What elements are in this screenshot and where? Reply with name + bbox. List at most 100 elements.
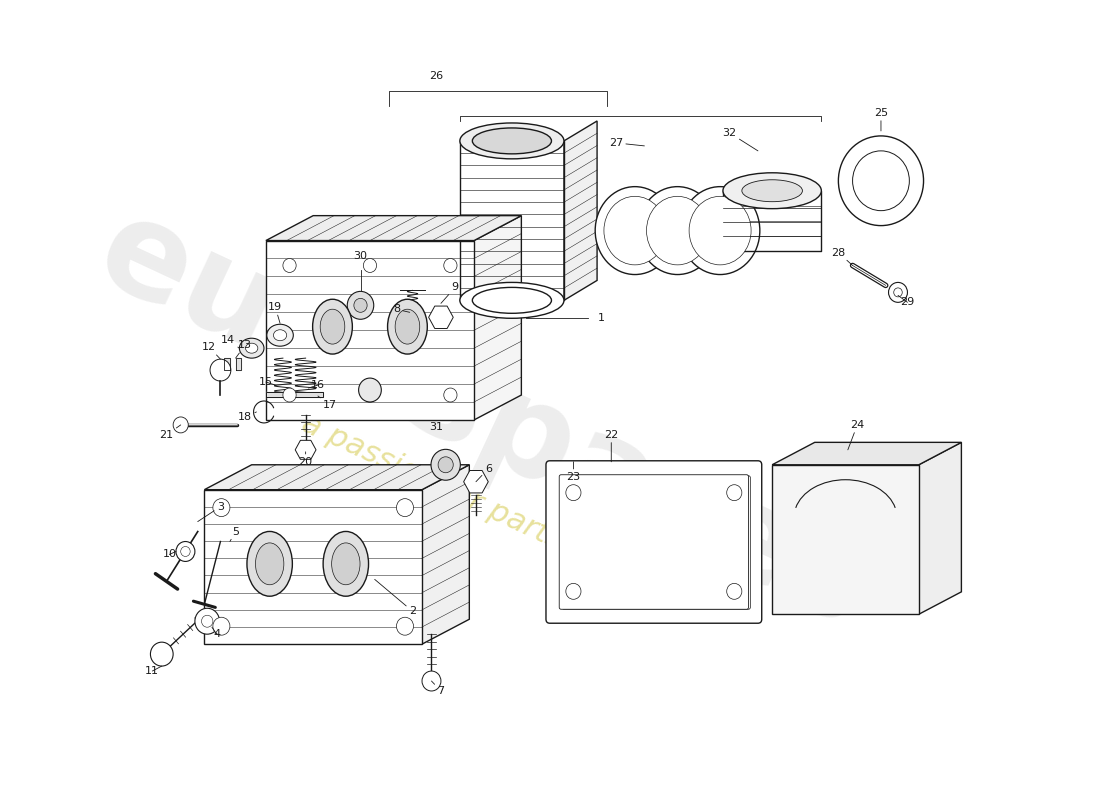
Ellipse shape bbox=[387, 299, 427, 354]
Circle shape bbox=[565, 485, 581, 501]
Circle shape bbox=[195, 608, 220, 634]
Text: 19: 19 bbox=[268, 302, 283, 323]
Circle shape bbox=[283, 258, 296, 273]
Circle shape bbox=[283, 388, 296, 402]
Text: 29: 29 bbox=[898, 295, 914, 307]
Text: 17: 17 bbox=[318, 396, 338, 410]
Polygon shape bbox=[266, 216, 521, 241]
Circle shape bbox=[176, 542, 195, 562]
Polygon shape bbox=[772, 465, 918, 614]
Circle shape bbox=[359, 378, 382, 402]
Text: 11: 11 bbox=[145, 666, 162, 676]
Text: 26: 26 bbox=[429, 71, 443, 81]
Circle shape bbox=[180, 546, 190, 557]
Ellipse shape bbox=[320, 310, 344, 344]
Polygon shape bbox=[463, 470, 488, 493]
Circle shape bbox=[443, 258, 456, 273]
Polygon shape bbox=[224, 358, 230, 370]
FancyBboxPatch shape bbox=[559, 474, 748, 610]
Text: 3: 3 bbox=[198, 502, 224, 522]
Polygon shape bbox=[772, 442, 961, 465]
Text: 22: 22 bbox=[604, 430, 618, 462]
Text: 27: 27 bbox=[609, 138, 645, 148]
Ellipse shape bbox=[331, 543, 360, 585]
Text: 10: 10 bbox=[163, 550, 176, 559]
Text: 20: 20 bbox=[298, 452, 312, 466]
Text: 4: 4 bbox=[212, 627, 220, 639]
Text: 13: 13 bbox=[235, 340, 252, 358]
Text: a passion for parts since 1985: a passion for parts since 1985 bbox=[297, 409, 727, 630]
Ellipse shape bbox=[680, 186, 760, 274]
Text: 30: 30 bbox=[353, 250, 367, 261]
Circle shape bbox=[893, 288, 902, 297]
Circle shape bbox=[443, 388, 456, 402]
Text: 12: 12 bbox=[202, 342, 220, 359]
Text: eurospares: eurospares bbox=[78, 186, 889, 654]
Text: 8: 8 bbox=[393, 304, 409, 314]
Ellipse shape bbox=[604, 196, 666, 265]
Polygon shape bbox=[429, 306, 453, 329]
Ellipse shape bbox=[595, 186, 674, 274]
Text: 24: 24 bbox=[848, 420, 865, 450]
Ellipse shape bbox=[472, 128, 551, 154]
Ellipse shape bbox=[638, 186, 717, 274]
Polygon shape bbox=[474, 216, 521, 420]
Text: 15: 15 bbox=[258, 377, 275, 387]
Circle shape bbox=[348, 291, 374, 319]
Text: 31: 31 bbox=[429, 422, 443, 432]
Ellipse shape bbox=[741, 180, 802, 202]
Circle shape bbox=[422, 671, 441, 691]
FancyBboxPatch shape bbox=[562, 476, 750, 610]
Ellipse shape bbox=[245, 343, 257, 353]
Text: 2: 2 bbox=[375, 579, 416, 616]
Polygon shape bbox=[564, 121, 597, 300]
Ellipse shape bbox=[460, 123, 564, 159]
Text: 7: 7 bbox=[431, 681, 444, 696]
Polygon shape bbox=[235, 358, 241, 370]
Ellipse shape bbox=[395, 310, 420, 344]
Ellipse shape bbox=[723, 173, 822, 209]
Text: 9: 9 bbox=[441, 282, 459, 303]
Ellipse shape bbox=[312, 299, 352, 354]
Text: 21: 21 bbox=[160, 425, 180, 440]
Ellipse shape bbox=[246, 531, 293, 596]
Polygon shape bbox=[422, 465, 470, 644]
Ellipse shape bbox=[689, 196, 751, 265]
Circle shape bbox=[354, 298, 367, 312]
Circle shape bbox=[889, 282, 908, 302]
Circle shape bbox=[438, 457, 453, 473]
Circle shape bbox=[363, 258, 376, 273]
Ellipse shape bbox=[460, 282, 564, 318]
Circle shape bbox=[396, 618, 414, 635]
Circle shape bbox=[210, 359, 231, 381]
Circle shape bbox=[396, 498, 414, 517]
Polygon shape bbox=[205, 465, 470, 490]
Ellipse shape bbox=[240, 338, 264, 358]
Text: 18: 18 bbox=[238, 412, 256, 422]
Polygon shape bbox=[918, 442, 961, 614]
Polygon shape bbox=[266, 392, 322, 397]
Ellipse shape bbox=[838, 136, 924, 226]
Text: 32: 32 bbox=[723, 128, 758, 151]
Ellipse shape bbox=[647, 196, 708, 265]
Circle shape bbox=[565, 583, 581, 599]
Text: 28: 28 bbox=[832, 247, 852, 266]
Circle shape bbox=[727, 485, 741, 501]
Text: 5: 5 bbox=[230, 526, 239, 542]
Circle shape bbox=[727, 583, 741, 599]
Circle shape bbox=[363, 388, 376, 402]
Polygon shape bbox=[295, 440, 316, 459]
Polygon shape bbox=[266, 241, 474, 420]
Circle shape bbox=[201, 615, 213, 627]
Text: 14: 14 bbox=[221, 335, 240, 348]
Circle shape bbox=[213, 498, 230, 517]
Ellipse shape bbox=[255, 543, 284, 585]
Text: 25: 25 bbox=[873, 108, 888, 131]
Ellipse shape bbox=[267, 324, 294, 346]
Ellipse shape bbox=[852, 151, 910, 210]
Circle shape bbox=[173, 417, 188, 433]
Circle shape bbox=[213, 618, 230, 635]
Circle shape bbox=[431, 450, 460, 480]
Text: 6: 6 bbox=[476, 464, 492, 482]
Ellipse shape bbox=[274, 330, 287, 341]
